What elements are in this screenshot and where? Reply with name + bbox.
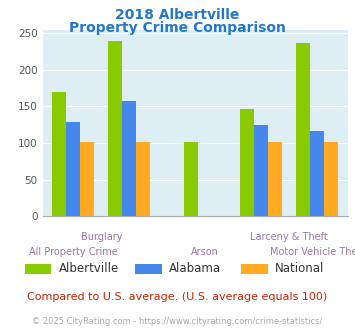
Text: Compared to U.S. average. (U.S. average equals 100): Compared to U.S. average. (U.S. average … xyxy=(27,292,328,302)
Bar xyxy=(53,92,66,216)
Text: Albertville: Albertville xyxy=(59,262,119,276)
Text: All Property Crime: All Property Crime xyxy=(29,247,118,256)
Bar xyxy=(268,142,282,216)
Text: Motor Vehicle Theft: Motor Vehicle Theft xyxy=(270,247,355,256)
Bar xyxy=(310,131,324,216)
Bar xyxy=(240,110,254,216)
Bar xyxy=(254,125,268,216)
Text: Burglary: Burglary xyxy=(81,232,122,242)
Bar xyxy=(136,142,151,216)
Bar xyxy=(122,101,136,216)
Bar xyxy=(324,142,338,216)
Bar xyxy=(108,41,122,216)
Text: 2018 Albertville: 2018 Albertville xyxy=(115,8,240,22)
Text: National: National xyxy=(275,262,324,276)
Text: Larceny & Theft: Larceny & Theft xyxy=(250,232,328,242)
Text: © 2025 CityRating.com - https://www.cityrating.com/crime-statistics/: © 2025 CityRating.com - https://www.city… xyxy=(32,317,323,326)
Text: Alabama: Alabama xyxy=(169,262,221,276)
Bar xyxy=(81,142,94,216)
Bar xyxy=(184,142,198,216)
Text: Property Crime Comparison: Property Crime Comparison xyxy=(69,21,286,35)
Bar xyxy=(296,43,310,216)
Text: Arson: Arson xyxy=(191,247,219,256)
Bar xyxy=(66,122,81,216)
